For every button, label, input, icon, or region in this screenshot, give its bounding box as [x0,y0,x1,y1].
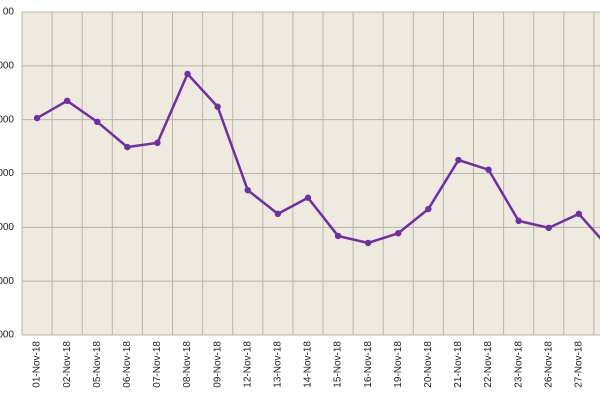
x-tick-label: 06-Nov-18 [122,341,133,388]
x-tick-label: 01-Nov-18 [32,341,43,388]
point [364,239,372,247]
point [304,194,312,201]
x-tick-label: 09-Nov-18 [212,341,223,388]
x-tick-label: 14-Nov-18 [303,341,314,388]
x-tick-label: 02-Nov-18 [62,341,73,388]
point [334,232,342,240]
x-tick-label: 05-Nov-18 [92,341,103,388]
x-tick-label: 26-Nov-18 [543,341,554,388]
x-tick-label: 07-Nov-18 [152,341,163,388]
x-tick-label: 19-Nov-18 [393,341,404,388]
point [425,205,432,213]
x-tick-label: 27-Nov-18 [573,341,584,388]
y-tick-label: 000 [0,222,14,233]
x-tick-label: 20-Nov-18 [423,341,434,388]
point [214,103,221,110]
x-tick-label: 15-Nov-18 [333,341,344,388]
point [545,224,552,232]
point [274,210,282,218]
point [94,118,101,126]
point [485,166,492,173]
point [63,97,71,105]
x-tick-label: 16-Nov-18 [363,341,374,388]
y-tick-label: 000 [0,330,14,341]
y-tick-label: 000 [0,276,14,287]
x-tick-label: 08-Nov-18 [182,341,193,388]
point [124,143,131,151]
x-tick-label: 23-Nov-18 [513,341,524,388]
x-tick-label: 21-Nov-18 [453,341,464,388]
point [515,217,522,225]
point [154,139,161,147]
point [244,186,251,194]
point [575,210,583,218]
point [184,70,191,78]
x-tick-label: 22-Nov-18 [483,341,494,388]
y-tick-label: 00 [3,7,15,18]
y-tick-label: 000 [0,60,14,71]
x-tick-label: 13-Nov-18 [272,341,283,388]
y-tick-label: 000 [0,114,14,125]
point [455,156,462,164]
line [36,71,600,245]
point [395,230,402,237]
point [33,114,41,122]
x-tick-label: 12-Nov-18 [242,341,253,388]
y-tick-label: 000 [0,168,14,179]
